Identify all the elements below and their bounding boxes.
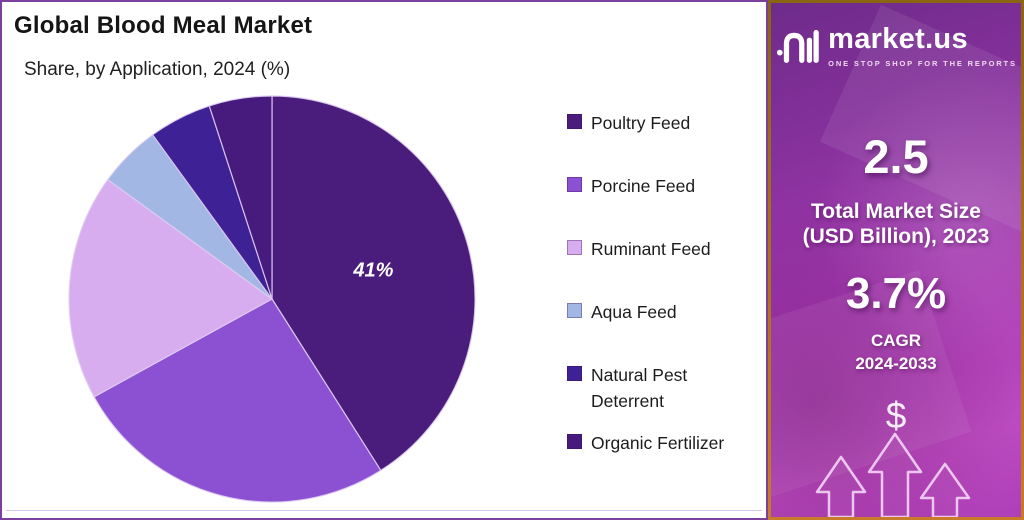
chart-legend: Poultry Feed Porcine Feed Ruminant Feed Aqu… bbox=[567, 110, 751, 493]
chart-panel: Global Blood Meal Market Share, by Appli… bbox=[0, 0, 768, 520]
legend-swatch bbox=[567, 114, 582, 129]
pie-slice-ruminant-feed bbox=[68, 178, 274, 398]
legend-item-organic-fertilizer: Organic Fertilizer bbox=[567, 430, 751, 456]
cagr-value: 3.7% bbox=[845, 269, 947, 318]
pie-slice-organic-fertilizer bbox=[208, 95, 273, 300]
legend-label: Poultry Feed bbox=[591, 113, 691, 133]
cagr-label: CAGR 2024-2033 bbox=[771, 330, 1021, 376]
growth-arrows-icon bbox=[815, 432, 971, 517]
legend-label: Aqua Feed bbox=[591, 302, 677, 322]
logo-wordmark: market.us bbox=[828, 23, 968, 55]
legend-swatch bbox=[567, 303, 582, 318]
page-title: Global Blood Meal Market bbox=[14, 12, 313, 39]
legend-swatch bbox=[567, 177, 582, 192]
market-size-label-line1: Total Market Size bbox=[811, 200, 981, 223]
legend-item-ruminant-feed: Ruminant Feed bbox=[567, 236, 751, 262]
legend-swatch bbox=[567, 434, 582, 449]
legend-swatch bbox=[567, 240, 582, 255]
legend-label: Porcine Feed bbox=[591, 176, 696, 196]
logo-tagline: ONE STOP SHOP FOR THE REPORTS bbox=[828, 59, 1017, 68]
sidebar: market.us ONE STOP SHOP FOR THE REPORTS … bbox=[768, 0, 1024, 520]
market-size-label: Total Market Size (USD Billion), 2023 bbox=[771, 200, 1021, 250]
chart-subtitle: Share, by Application, 2024 (%) bbox=[24, 59, 291, 80]
cagr-label-line1: CAGR bbox=[870, 331, 922, 350]
dollar-icon: $ bbox=[885, 395, 907, 436]
sidebar-background: market.us ONE STOP SHOP FOR THE REPORTS … bbox=[771, 3, 1021, 517]
pie-slice-share-label: 41% bbox=[352, 260, 393, 282]
legend-swatch bbox=[567, 366, 582, 381]
logo-text-block: market.us ONE STOP SHOP FOR THE REPORTS bbox=[828, 23, 1017, 69]
legend-item-natural-pest-deterrent: Natural Pest Deterrent bbox=[567, 362, 751, 414]
market-size-value: 2.5 bbox=[863, 130, 929, 183]
pie-chart: 41% bbox=[68, 95, 476, 503]
pie-slice-porcine-feed bbox=[93, 298, 382, 503]
legend-item-porcine-feed: Porcine Feed bbox=[567, 173, 751, 199]
bottom-rule bbox=[6, 510, 762, 511]
pie-slice-poultry-feed bbox=[271, 95, 476, 472]
legend-item-poultry-feed: Poultry Feed bbox=[567, 110, 751, 136]
market-us-logo-icon bbox=[777, 29, 819, 63]
cagr-label-line2: 2024-2033 bbox=[855, 353, 937, 373]
legend-label: Ruminant Feed bbox=[591, 239, 711, 259]
legend-label: Natural Pest Deterrent bbox=[591, 365, 688, 411]
legend-item-aqua-feed: Aqua Feed bbox=[567, 299, 751, 325]
legend-label: Organic Fertilizer bbox=[591, 433, 725, 453]
market-us-logo: market.us ONE STOP SHOP FOR THE REPORTS bbox=[771, 25, 1021, 68]
market-size-label-line2: (USD Billion), 2023 bbox=[802, 224, 990, 248]
